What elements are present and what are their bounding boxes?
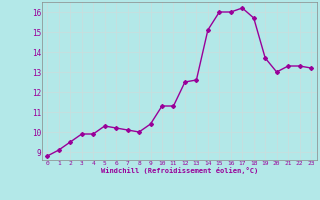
X-axis label: Windchill (Refroidissement éolien,°C): Windchill (Refroidissement éolien,°C) <box>100 167 258 174</box>
